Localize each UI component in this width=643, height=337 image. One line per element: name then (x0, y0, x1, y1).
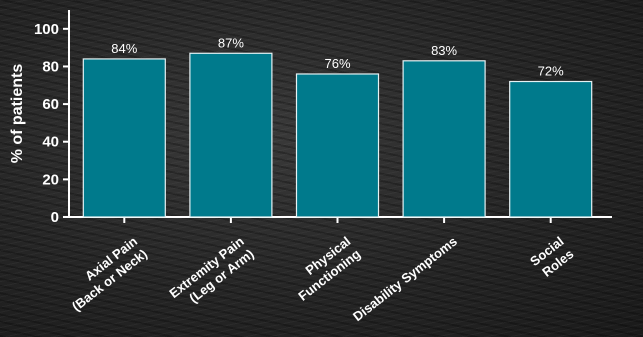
bar (509, 80, 593, 218)
y-axis-label: % of patients (9, 64, 26, 164)
category-label: Axial Pain(Back or Neck) (69, 234, 150, 315)
data-label: 83% (431, 43, 457, 58)
bar (402, 60, 486, 218)
y-tick-label: 0 (51, 209, 59, 226)
category-label: Disability Symptoms (350, 234, 460, 325)
data-label: 87% (218, 35, 244, 50)
y-tick-label: 40 (42, 134, 59, 151)
category-label: Extremity Pain(Leg or Arm) (166, 234, 256, 306)
bar (295, 73, 380, 218)
y-tick-label: 100 (34, 21, 59, 38)
category-label-line: Disability Symptoms (350, 234, 460, 325)
data-label: 72% (538, 64, 564, 79)
y-tick-label: 20 (42, 171, 59, 188)
y-tick-label: 80 (42, 58, 59, 75)
data-label: 76% (324, 56, 350, 71)
y-tick-label: 60 (42, 96, 59, 113)
bar (189, 52, 273, 218)
data-label: 84% (111, 41, 137, 56)
bar (82, 58, 166, 218)
